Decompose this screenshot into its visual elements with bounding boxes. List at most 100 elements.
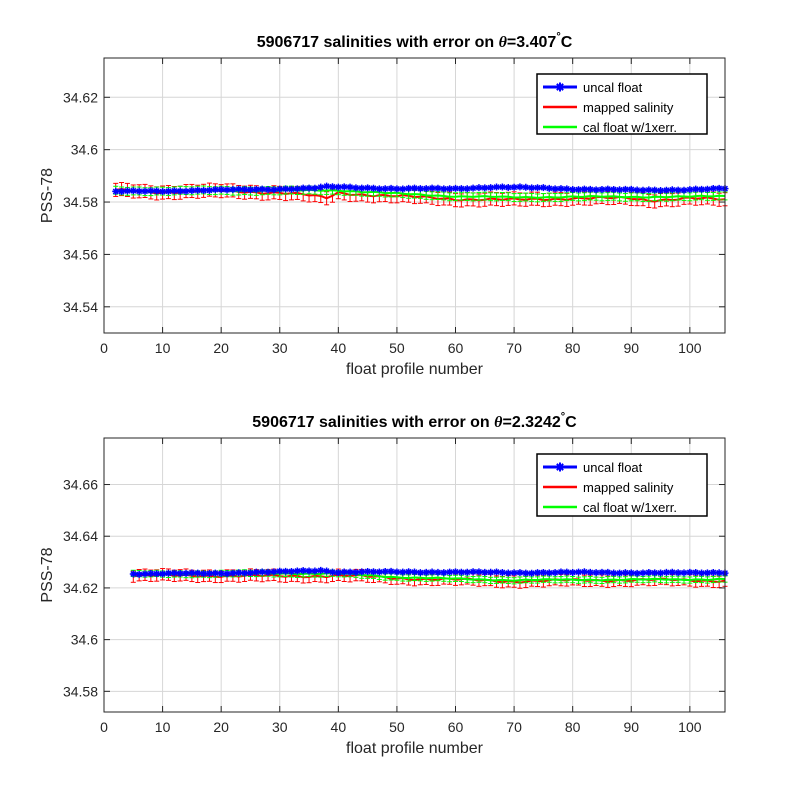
data-point	[276, 185, 284, 193]
data-point	[580, 185, 588, 193]
data-point	[153, 570, 161, 578]
data-point	[229, 569, 237, 577]
data-point	[241, 569, 249, 577]
title-value: =2.3242	[502, 414, 560, 431]
data-point	[627, 185, 635, 193]
data-point	[153, 187, 161, 195]
data-point	[205, 186, 213, 194]
x-tick-label: 10	[155, 340, 171, 356]
data-point	[627, 569, 635, 577]
data-point	[346, 568, 354, 576]
x-tick-label: 50	[389, 340, 405, 356]
legend-label: cal float w/1xerr.	[583, 500, 677, 515]
title-theta: θ	[499, 34, 508, 51]
data-point	[563, 185, 571, 193]
data-point	[452, 184, 460, 192]
data-point	[364, 567, 372, 575]
data-point	[539, 184, 547, 192]
series-line	[133, 573, 726, 584]
data-point	[323, 567, 331, 575]
data-point	[170, 569, 178, 577]
data-point	[176, 187, 184, 195]
data-point	[516, 569, 524, 577]
data-point	[545, 569, 553, 577]
data-point	[405, 568, 413, 576]
data-point	[229, 186, 237, 194]
data-point	[604, 568, 612, 576]
x-tick-label: 0	[100, 340, 108, 356]
data-point	[293, 567, 301, 575]
data-point	[569, 186, 577, 194]
chart-title: 5906717 salinities with error on θ=2.324…	[252, 411, 577, 431]
data-point	[645, 569, 653, 577]
data-point	[522, 569, 530, 577]
data-point	[428, 568, 436, 576]
x-tick-label: 80	[565, 340, 581, 356]
data-point	[299, 567, 307, 575]
x-tick-label: 70	[506, 340, 522, 356]
x-tick-label: 40	[331, 340, 347, 356]
data-point	[569, 568, 577, 576]
data-point	[235, 569, 243, 577]
data-point	[176, 569, 184, 577]
data-point	[516, 183, 524, 191]
data-point	[118, 188, 126, 196]
data-point	[692, 185, 700, 193]
data-point	[252, 568, 260, 576]
data-point	[545, 184, 553, 192]
data-point	[293, 185, 301, 193]
data-point	[475, 568, 483, 576]
x-axis-label: float profile number	[346, 740, 484, 757]
data-point	[651, 569, 659, 577]
data-point	[528, 184, 536, 192]
data-point	[258, 185, 266, 193]
data-point	[164, 187, 172, 195]
data-point	[575, 568, 583, 576]
data-point	[282, 185, 290, 193]
data-point	[686, 186, 694, 194]
data-point	[205, 569, 213, 577]
data-point	[493, 183, 501, 191]
data-point	[668, 186, 676, 194]
data-point	[715, 184, 723, 192]
data-point	[633, 186, 641, 194]
x-tick-label: 60	[448, 719, 464, 735]
title-value: =3.407	[507, 34, 556, 51]
data-point	[510, 183, 518, 191]
subplot-2: 0 10 20 30 40 50 60 70 80 90 100 34.58 34.6 34.62 34.6…	[39, 411, 729, 757]
data-point	[657, 187, 665, 195]
data-point	[434, 568, 442, 576]
data-point	[446, 568, 454, 576]
legend-label: uncal float	[583, 80, 643, 95]
data-point	[434, 184, 442, 192]
x-tick-label: 50	[389, 719, 405, 735]
data-point	[698, 569, 706, 577]
title-unit: C	[565, 414, 577, 431]
data-point	[481, 184, 489, 192]
data-point	[287, 568, 295, 576]
data-point	[487, 568, 495, 576]
data-point	[217, 569, 225, 577]
data-point	[416, 569, 424, 577]
x-tick-label: 80	[565, 719, 581, 735]
data-point	[481, 568, 489, 576]
data-point	[170, 187, 178, 195]
data-point	[369, 568, 377, 576]
data-point	[334, 569, 342, 577]
data-point	[393, 185, 401, 193]
axes-box	[103, 57, 726, 334]
data-point	[668, 568, 676, 576]
data-point	[141, 187, 149, 195]
data-point	[411, 184, 418, 192]
data-point	[463, 568, 471, 576]
data-point	[674, 186, 682, 194]
y-tick-label: 34.56	[63, 246, 98, 262]
y-tick-label: 34.58	[63, 683, 98, 699]
data-point	[504, 183, 512, 191]
data-point	[680, 569, 688, 577]
y-tick-label: 34.6	[71, 142, 98, 158]
data-point	[528, 569, 536, 577]
y-tick-label: 34.62	[63, 89, 98, 105]
data-point	[551, 185, 559, 193]
